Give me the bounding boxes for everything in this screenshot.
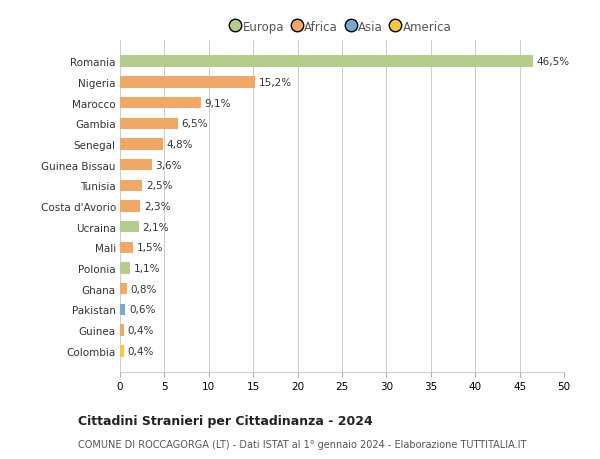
Text: 46,5%: 46,5% [536, 57, 569, 67]
Text: 2,3%: 2,3% [144, 202, 170, 212]
Text: 1,1%: 1,1% [133, 263, 160, 274]
Text: 3,6%: 3,6% [155, 160, 182, 170]
Bar [120, 222, 139, 233]
Text: 0,8%: 0,8% [131, 284, 157, 294]
Text: 0,4%: 0,4% [127, 346, 154, 356]
Bar [120, 98, 201, 109]
Text: Cittadini Stranieri per Cittadinanza - 2024: Cittadini Stranieri per Cittadinanza - 2… [78, 414, 373, 428]
Text: 6,5%: 6,5% [181, 119, 208, 129]
Bar [120, 180, 142, 191]
Text: COMUNE DI ROCCAGORGA (LT) - Dati ISTAT al 1° gennaio 2024 - Elaborazione TUTTITA: COMUNE DI ROCCAGORGA (LT) - Dati ISTAT a… [78, 440, 526, 449]
Legend: Europa, Africa, Asia, America: Europa, Africa, Asia, America [229, 17, 455, 38]
Text: 4,8%: 4,8% [166, 140, 193, 150]
Bar [120, 118, 178, 129]
Text: 2,5%: 2,5% [146, 181, 172, 191]
Bar [120, 56, 533, 67]
Bar [120, 263, 130, 274]
Text: 0,6%: 0,6% [129, 305, 155, 315]
Text: 9,1%: 9,1% [205, 98, 231, 108]
Text: 0,4%: 0,4% [127, 325, 154, 336]
Bar [120, 201, 140, 212]
Bar [120, 77, 255, 88]
Text: 15,2%: 15,2% [259, 78, 292, 88]
Bar [120, 160, 152, 171]
Bar [120, 139, 163, 150]
Bar [120, 346, 124, 357]
Bar [120, 325, 124, 336]
Bar [120, 242, 133, 253]
Text: 2,1%: 2,1% [142, 222, 169, 232]
Bar [120, 284, 127, 295]
Text: 1,5%: 1,5% [137, 243, 163, 253]
Bar [120, 304, 125, 315]
